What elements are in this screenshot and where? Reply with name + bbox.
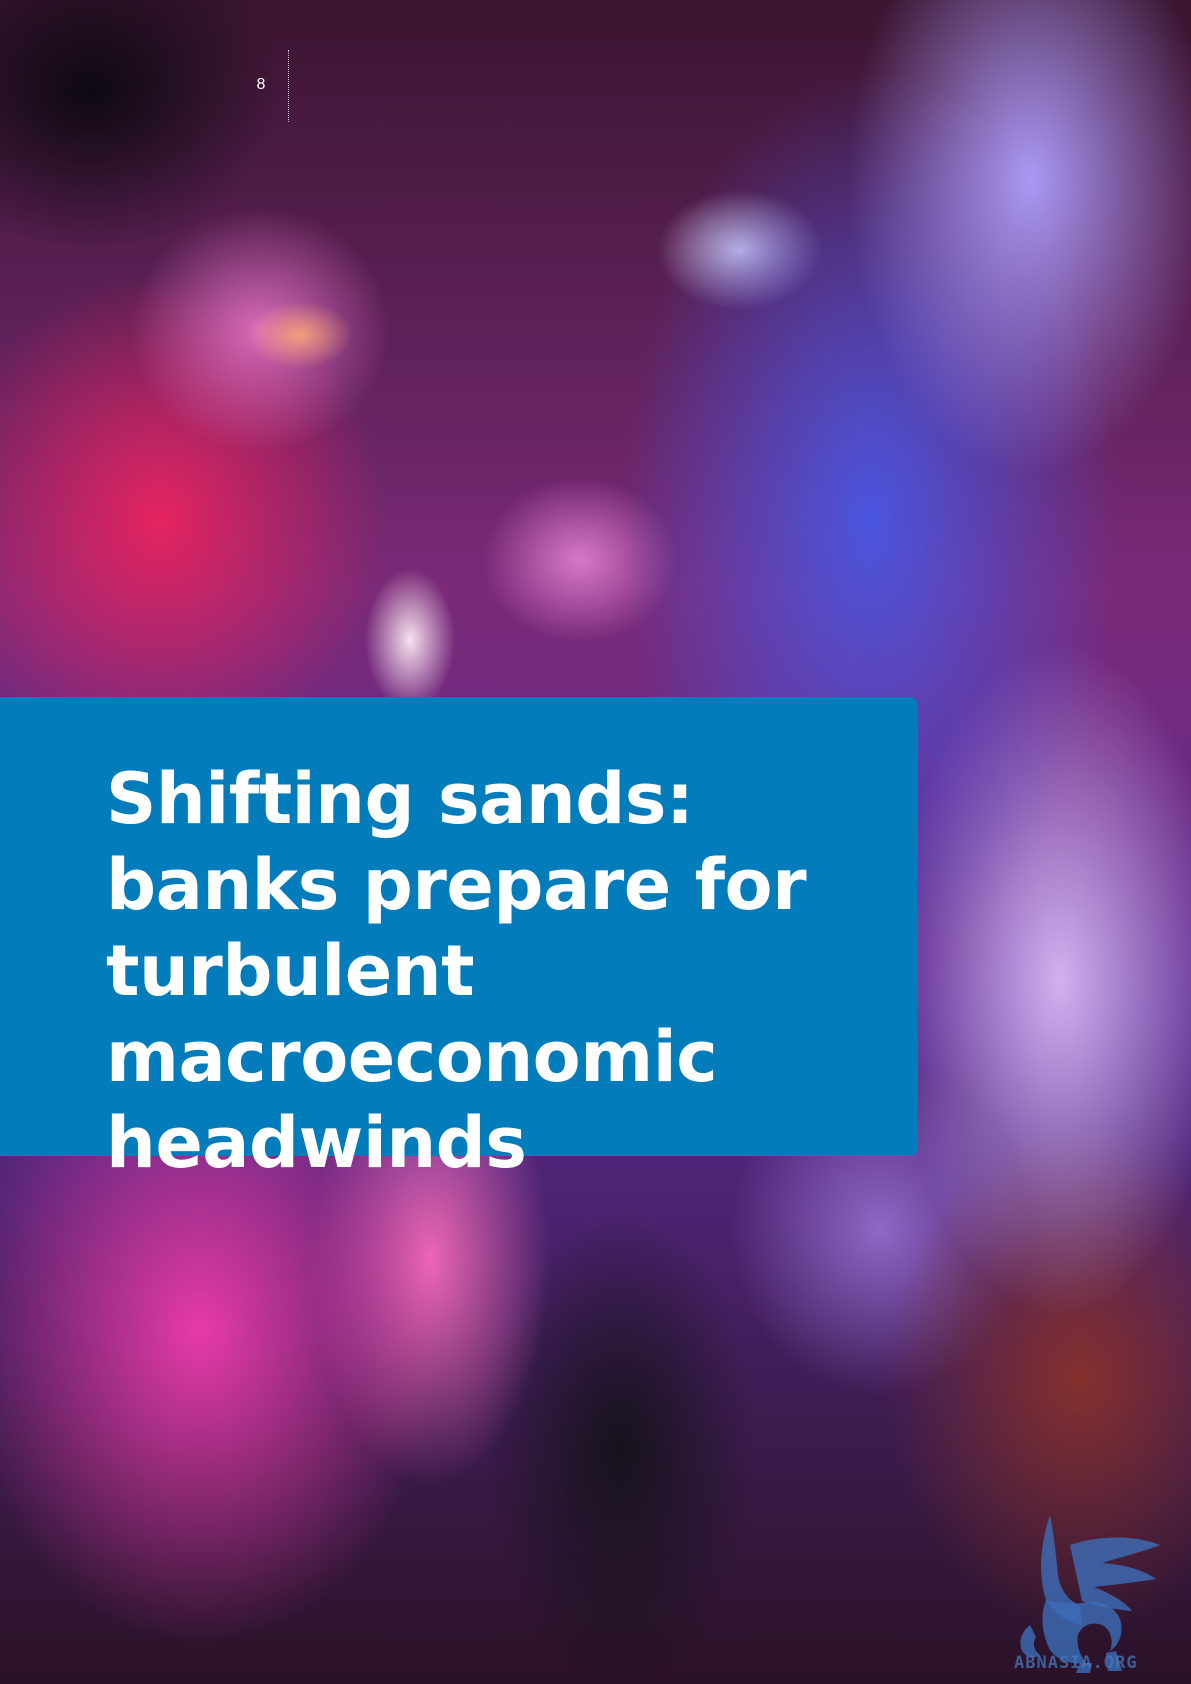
- page-number: 8: [250, 75, 272, 95]
- watermark-text: ABNASIA.ORG: [1014, 1653, 1138, 1673]
- griffin-logo-icon: [1010, 1505, 1160, 1675]
- page-number-divider: [288, 50, 289, 122]
- section-title: Shifting sands: banks prepare for turbul…: [106, 756, 906, 1186]
